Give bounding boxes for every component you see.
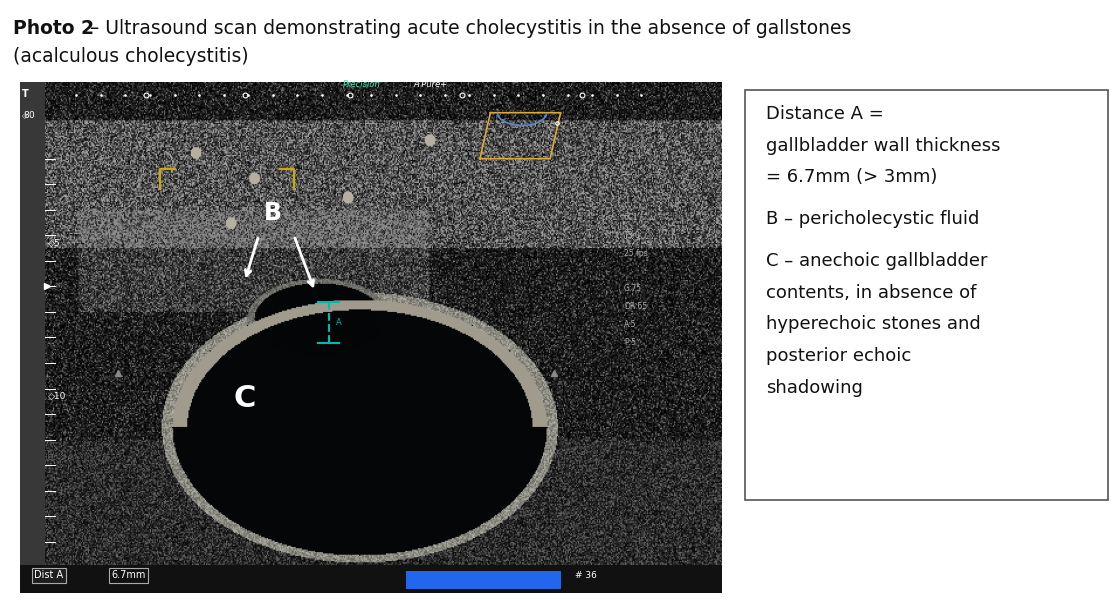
- Text: ◇10: ◇10: [48, 392, 67, 401]
- Text: Precision: Precision: [343, 80, 381, 89]
- Text: DR:65: DR:65: [624, 302, 647, 311]
- Text: contents, in absence of: contents, in absence of: [766, 284, 976, 302]
- Text: 25 fps: 25 fps: [624, 249, 647, 258]
- Text: A Pure+: A Pure+: [413, 80, 448, 89]
- Text: 8: 8: [23, 111, 29, 120]
- Text: 6C1: 6C1: [624, 213, 638, 222]
- Text: ◇5: ◇5: [48, 238, 60, 247]
- Text: T3.0: T3.0: [624, 231, 641, 240]
- Bar: [20, 565, 722, 593]
- Text: Photo 2: Photo 2: [13, 19, 95, 38]
- Bar: [20, 82, 45, 593]
- Text: P:5: P:5: [624, 338, 636, 347]
- Text: C – anechoic gallbladder: C – anechoic gallbladder: [766, 252, 987, 270]
- Text: B – pericholecystic fluid: B – pericholecystic fluid: [766, 210, 979, 227]
- Text: C: C: [233, 384, 256, 413]
- Text: G:75: G:75: [624, 285, 642, 294]
- Text: (acalculous cholecystitis): (acalculous cholecystitis): [13, 47, 249, 66]
- Text: A: A: [336, 317, 341, 326]
- Text: 0: 0: [29, 111, 35, 120]
- Text: = 6.7mm (> 3mm): = 6.7mm (> 3mm): [766, 168, 937, 187]
- Text: B: B: [263, 201, 282, 225]
- Text: posterior echoic: posterior echoic: [766, 347, 911, 365]
- Text: gallbladder wall thickness: gallbladder wall thickness: [766, 137, 1000, 155]
- Text: # 36: # 36: [575, 572, 597, 581]
- Text: 6.7mm: 6.7mm: [112, 570, 146, 581]
- Text: hyperechoic stones and: hyperechoic stones and: [766, 316, 980, 333]
- Text: shadowing: shadowing: [766, 379, 863, 396]
- Text: T: T: [22, 89, 29, 99]
- FancyBboxPatch shape: [745, 90, 1108, 500]
- Text: Dist A: Dist A: [35, 570, 64, 581]
- Text: Distance A =: Distance A =: [766, 105, 884, 123]
- Text: – Ultrasound scan demonstrating acute cholecystitis in the absence of gallstones: – Ultrasound scan demonstrating acute ch…: [84, 19, 852, 38]
- Text: A:5: A:5: [624, 320, 636, 329]
- Bar: [406, 571, 560, 589]
- Text: ◇: ◇: [22, 113, 28, 119]
